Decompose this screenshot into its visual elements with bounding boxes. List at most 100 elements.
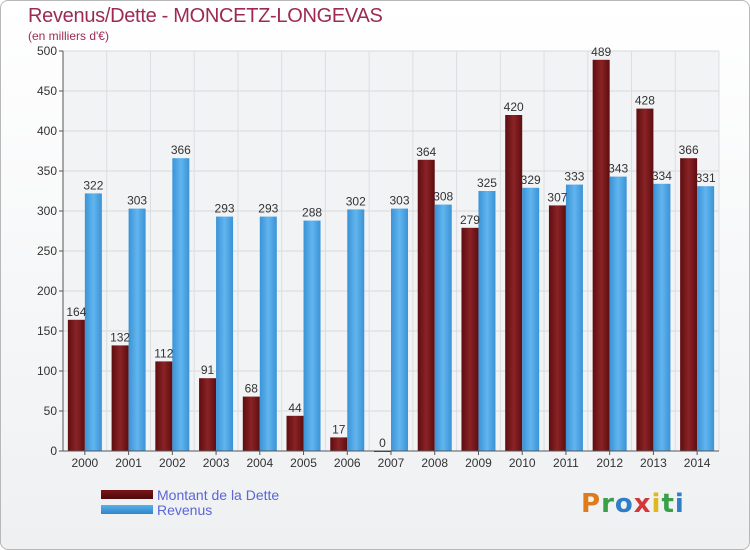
- x-tick-label: 2009: [465, 456, 492, 470]
- logo-letter: P: [581, 489, 602, 519]
- bar-debt-2003: [199, 378, 217, 451]
- y-tick-label: 50: [44, 404, 58, 418]
- y-tick-label: 100: [37, 364, 57, 378]
- bar-revenue-2002: [172, 158, 190, 451]
- x-tick-label: 2001: [115, 456, 142, 470]
- bar-debt-2006: [330, 437, 348, 451]
- bar-revenue-2006: [347, 209, 365, 451]
- chart-title: Revenus/Dette - MONCETZ-LONGEVAS: [28, 5, 383, 27]
- data-label-debt-2003: 91: [201, 363, 215, 377]
- legend-swatch-debt: [101, 490, 153, 499]
- legend-label-debt: Montant de la Dette: [157, 486, 280, 503]
- bar-revenue-2009: [478, 191, 496, 451]
- bar-debt-2001: [111, 345, 129, 451]
- data-label-debt-2005: 44: [288, 401, 302, 415]
- data-label-debt-2008: 364: [416, 145, 436, 159]
- logo-letter: t: [661, 489, 675, 519]
- data-label-revenue-2003: 293: [215, 202, 235, 216]
- logo-letter: i: [651, 489, 662, 519]
- data-label-debt-2011: 307: [547, 190, 567, 204]
- logo-letter: o: [614, 489, 634, 519]
- bar-revenue-2011: [565, 184, 583, 451]
- bar-debt-2011: [548, 205, 566, 451]
- data-label-debt-2012: 489: [591, 45, 611, 59]
- legend-swatch-revenue: [101, 505, 153, 514]
- data-label-debt-2014: 366: [679, 143, 699, 157]
- data-label-revenue-2012: 343: [608, 162, 628, 176]
- y-tick-label: 450: [37, 84, 57, 98]
- y-tick-label: 250: [37, 244, 57, 258]
- data-label-debt-2009: 279: [460, 213, 480, 227]
- bar-revenue-2008: [434, 204, 452, 451]
- x-tick-label: 2014: [684, 456, 711, 470]
- bar-revenue-2013: [653, 183, 671, 452]
- data-label-revenue-2005: 288: [302, 206, 322, 220]
- y-tick-label: 400: [37, 124, 57, 138]
- bar-debt-2013: [636, 108, 654, 451]
- bar-revenue-2010: [522, 187, 540, 452]
- logo-letter: x: [633, 489, 652, 519]
- y-tick-label: 200: [37, 284, 57, 298]
- bar-debt-2008: [417, 159, 435, 452]
- bar-debt-2010: [505, 115, 523, 451]
- data-label-debt-2001: 132: [110, 330, 130, 344]
- data-label-revenue-2008: 308: [433, 190, 453, 204]
- legend-item-revenue: Revenus: [101, 501, 279, 518]
- bar-debt-2004: [242, 396, 260, 451]
- data-label-debt-2007: 0: [379, 436, 386, 450]
- data-label-debt-2010: 420: [504, 100, 524, 114]
- data-label-revenue-2006: 302: [346, 194, 366, 208]
- bar-revenue-2012: [609, 176, 627, 451]
- data-label-revenue-2010: 329: [521, 173, 541, 187]
- x-tick-label: 2004: [246, 456, 273, 470]
- x-tick-label: 2002: [159, 456, 186, 470]
- data-label-debt-2000: 164: [66, 305, 86, 319]
- data-label-debt-2004: 68: [245, 382, 259, 396]
- x-tick-label: 2007: [378, 456, 405, 470]
- data-label-revenue-2009: 325: [477, 176, 497, 190]
- data-label-revenue-2002: 366: [171, 143, 191, 157]
- legend-label-revenue: Revenus: [157, 501, 213, 518]
- data-label-revenue-2004: 293: [258, 202, 278, 216]
- bar-debt-2002: [155, 361, 173, 451]
- x-tick-label: 2003: [203, 456, 230, 470]
- logo-letter: i: [674, 489, 685, 519]
- data-label-revenue-2013: 334: [652, 169, 672, 183]
- bar-debt-2009: [461, 227, 479, 451]
- x-tick-label: 2012: [596, 456, 623, 470]
- data-label-debt-2006: 17: [332, 422, 346, 436]
- bar-debt-2012: [592, 59, 610, 452]
- data-label-debt-2013: 428: [635, 94, 655, 108]
- y-tick-label: 150: [37, 324, 57, 338]
- x-tick-label: 2005: [290, 456, 317, 470]
- bar-revenue-2000: [84, 193, 102, 451]
- y-tick-label: 300: [37, 204, 57, 218]
- x-tick-label: 2013: [640, 456, 667, 470]
- x-tick-label: 2011: [553, 456, 579, 470]
- bar-debt-2005: [286, 415, 304, 451]
- data-label-revenue-2000: 322: [83, 178, 103, 192]
- bar-revenue-2001: [128, 208, 146, 451]
- proxiti-logo: Proxiti: [581, 489, 685, 519]
- data-label-revenue-2001: 303: [127, 194, 147, 208]
- y-tick-label: 500: [37, 44, 57, 58]
- bar-revenue-2007: [391, 208, 408, 451]
- chart-legend: Montant de la Dette Revenus: [101, 486, 280, 518]
- chart-subtitle: (en milliers d'€): [28, 29, 109, 43]
- x-tick-label: 2008: [421, 456, 448, 470]
- data-label-revenue-2007: 303: [389, 194, 409, 208]
- bar-revenue-2003: [216, 216, 234, 451]
- logo-letter: r: [601, 489, 615, 519]
- data-label-revenue-2014: 331: [696, 171, 716, 185]
- bar-revenue-2005: [303, 220, 321, 451]
- bar-revenue-2014: [697, 186, 715, 451]
- bar-revenue-2004: [259, 216, 277, 451]
- legend-item-debt: Montant de la Dette: [101, 486, 280, 503]
- x-tick-label: 2010: [509, 456, 536, 470]
- bar-debt-2014: [680, 158, 698, 451]
- y-tick-label: 350: [37, 164, 57, 178]
- x-tick-label: 2000: [72, 456, 99, 470]
- data-label-revenue-2011: 333: [564, 170, 584, 184]
